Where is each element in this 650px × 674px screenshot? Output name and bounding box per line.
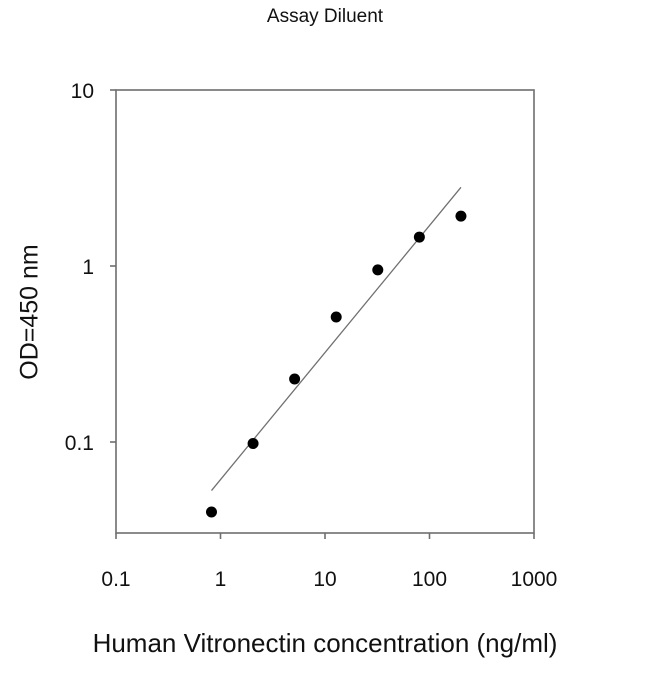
data-point [205, 506, 217, 518]
data-points [205, 210, 467, 518]
data-point [413, 231, 425, 243]
y-tick-label: 0.1 [65, 432, 94, 455]
data-point [455, 210, 467, 222]
y-tick-label: 10 [71, 80, 94, 103]
chart-title: Assay Diluent [266, 6, 384, 27]
y-tick-label: 1 [82, 256, 94, 279]
data-point [372, 264, 384, 276]
data-point [330, 311, 342, 323]
plot-frame [115, 89, 535, 534]
x-axis-ticks: 0.1 1 10 100 1000 [101, 533, 557, 591]
x-tick-label: 10 [313, 568, 336, 591]
data-point [247, 438, 259, 450]
data-point [289, 373, 301, 385]
x-tick-label: 0.1 [101, 568, 130, 591]
y-axis-ticks: 0.1 1 10 [65, 80, 116, 455]
x-tick-label: 1000 [511, 568, 558, 591]
x-tick-label: 100 [412, 568, 447, 591]
x-tick-label: 1 [215, 568, 227, 591]
x-axis-label: Human Vitronectin concentration (ng/ml) [92, 628, 558, 658]
axes [115, 89, 535, 534]
